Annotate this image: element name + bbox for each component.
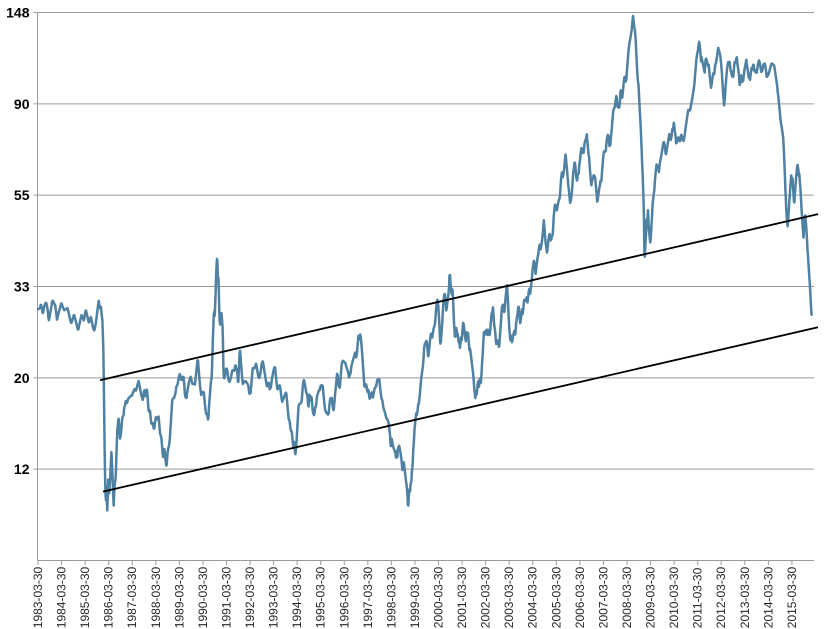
svg-text:1991-03-30: 1991-03-30 [219,566,233,628]
svg-text:2005-03-30: 2005-03-30 [549,566,563,628]
svg-text:2007-03-30: 2007-03-30 [596,566,610,628]
svg-text:2013-03-30: 2013-03-30 [738,566,752,628]
svg-text:2010-03-30: 2010-03-30 [667,566,681,628]
svg-text:2009-03-30: 2009-03-30 [644,566,658,628]
svg-text:2006-03-30: 2006-03-30 [573,566,587,628]
svg-text:2001-03-30: 2001-03-30 [455,566,469,628]
svg-text:1997-03-30: 1997-03-30 [361,566,375,628]
svg-text:55: 55 [14,187,30,203]
svg-text:2015-03-30: 2015-03-30 [785,566,799,628]
svg-text:2012-03-30: 2012-03-30 [714,566,728,628]
svg-text:1987-03-30: 1987-03-30 [125,566,139,628]
svg-text:1985-03-30: 1985-03-30 [78,566,92,628]
svg-text:1995-03-30: 1995-03-30 [314,566,328,628]
svg-text:1994-03-30: 1994-03-30 [290,566,304,628]
svg-text:1986-03-30: 1986-03-30 [102,566,116,628]
svg-text:2008-03-30: 2008-03-30 [620,566,634,628]
svg-text:2002-03-30: 2002-03-30 [479,566,493,628]
svg-text:20: 20 [14,370,30,386]
svg-text:2004-03-30: 2004-03-30 [526,566,540,628]
svg-text:1983-03-30: 1983-03-30 [31,566,45,628]
svg-text:12: 12 [14,461,30,477]
svg-text:1984-03-30: 1984-03-30 [55,566,69,628]
svg-text:2003-03-30: 2003-03-30 [502,566,516,628]
svg-text:1988-03-30: 1988-03-30 [149,566,163,628]
svg-text:1990-03-30: 1990-03-30 [196,566,210,628]
svg-text:2014-03-30: 2014-03-30 [761,566,775,628]
svg-text:1998-03-30: 1998-03-30 [384,566,398,628]
svg-text:33: 33 [14,279,30,295]
svg-text:2000-03-30: 2000-03-30 [432,566,446,628]
svg-text:1993-03-30: 1993-03-30 [267,566,281,628]
svg-text:1989-03-30: 1989-03-30 [172,566,186,628]
svg-text:1999-03-30: 1999-03-30 [408,566,422,628]
svg-text:148: 148 [6,5,30,21]
svg-text:1992-03-30: 1992-03-30 [243,566,257,628]
svg-text:2011-03-30: 2011-03-30 [691,567,705,628]
svg-text:90: 90 [14,96,30,112]
svg-text:1996-03-30: 1996-03-30 [337,566,351,628]
